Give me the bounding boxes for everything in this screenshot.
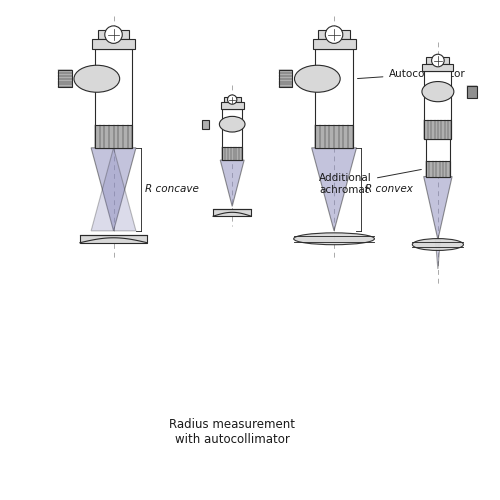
- Bar: [224, 96, 240, 102]
- Ellipse shape: [294, 233, 374, 244]
- Text: R convex: R convex: [366, 184, 414, 194]
- Ellipse shape: [422, 82, 454, 102]
- Bar: [318, 30, 350, 39]
- Polygon shape: [91, 148, 136, 231]
- Bar: [426, 138, 450, 176]
- Circle shape: [326, 26, 343, 44]
- Bar: [92, 39, 135, 49]
- Bar: [58, 70, 72, 87]
- Bar: [95, 125, 132, 148]
- Bar: [422, 64, 454, 72]
- Bar: [222, 109, 242, 160]
- Bar: [312, 39, 356, 49]
- Polygon shape: [312, 148, 356, 231]
- Bar: [220, 102, 244, 109]
- Ellipse shape: [412, 238, 464, 250]
- Bar: [279, 70, 292, 87]
- Bar: [316, 49, 352, 148]
- Polygon shape: [220, 160, 244, 206]
- Polygon shape: [424, 176, 452, 240]
- Bar: [213, 210, 252, 216]
- Ellipse shape: [74, 66, 120, 92]
- Text: R concave: R concave: [145, 184, 199, 194]
- Bar: [424, 72, 452, 138]
- Circle shape: [105, 26, 122, 44]
- Bar: [98, 30, 130, 39]
- Polygon shape: [436, 240, 440, 269]
- Polygon shape: [91, 148, 136, 231]
- Bar: [316, 125, 352, 148]
- Ellipse shape: [294, 66, 340, 92]
- Text: Autocollimator: Autocollimator: [358, 69, 465, 79]
- Bar: [424, 120, 452, 139]
- Text: Additional
achromat: Additional achromat: [319, 170, 422, 194]
- Text: Radius measurement
with autocollimator: Radius measurement with autocollimator: [169, 418, 295, 446]
- Bar: [222, 148, 242, 160]
- Circle shape: [432, 54, 444, 67]
- Bar: [468, 86, 476, 98]
- Bar: [426, 162, 450, 176]
- Bar: [95, 49, 132, 148]
- Bar: [426, 57, 450, 64]
- Ellipse shape: [220, 116, 245, 132]
- Bar: [80, 235, 147, 242]
- Circle shape: [228, 95, 237, 104]
- Bar: [202, 120, 209, 129]
